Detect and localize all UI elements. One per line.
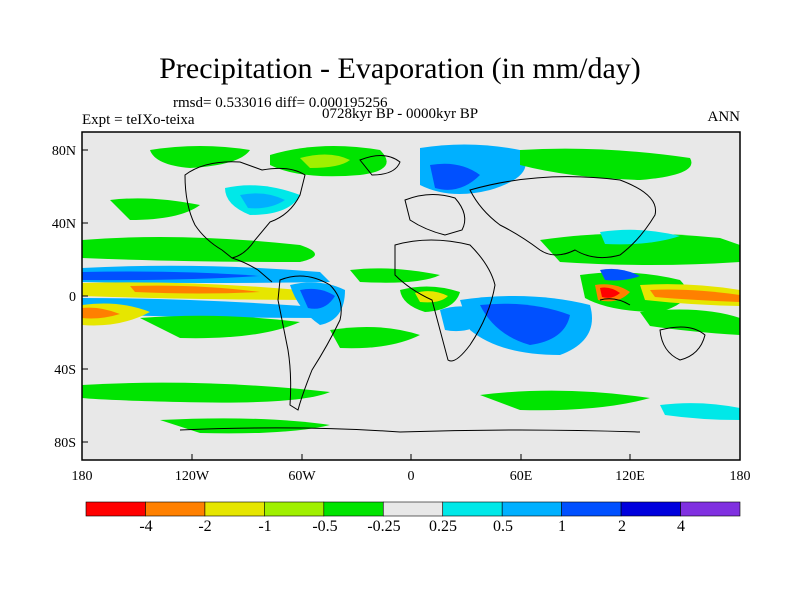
stats-line: rmsd= 0.533016 diff= 0.000195256 [173, 95, 388, 111]
field-darkblue-amazon [300, 288, 335, 309]
field-green-maritime [580, 272, 687, 312]
field-darkblue-maritime [600, 268, 640, 281]
field-cyan-so [660, 403, 740, 420]
field-darkblue-itcz [82, 271, 260, 281]
colorbar-swatch [620, 501, 681, 517]
y-tick-label: 80S [54, 436, 76, 451]
colorbar-swatch [323, 501, 384, 517]
field-green-spcz [140, 315, 300, 339]
colorbar-swatch [501, 501, 562, 517]
field-green-so-west [82, 382, 330, 403]
colorbar-label: 4 [677, 518, 685, 535]
colorbar-label: 2 [618, 518, 626, 535]
colorbar-swatch [264, 501, 325, 517]
map-title: Precipitation - Evaporation (in mm/day) [159, 52, 641, 85]
field-blue-nam [240, 193, 285, 209]
field-green-alaska [150, 146, 250, 168]
colorbar-swatch [204, 501, 265, 517]
x-tick-label: 60W [288, 469, 316, 484]
colorbar [85, 501, 741, 517]
field-orange-spac [82, 307, 120, 319]
colorbar-swatch [382, 501, 444, 517]
colorbar-label: -0.25 [367, 518, 401, 535]
colorbar-swatch [680, 501, 741, 517]
x-tick-label: 120W [175, 469, 210, 484]
x-tick-label: 180 [730, 469, 751, 484]
experiment-label: Expt = teIXo-teixa [82, 112, 195, 128]
x-tick-label: 0 [408, 469, 415, 484]
map-panel [82, 132, 740, 460]
field-green-siberia [520, 148, 692, 180]
field-lime-arctic [300, 154, 350, 168]
y-tick-label: 40S [54, 363, 76, 378]
field-green-npac [110, 198, 200, 220]
coastlines [179, 155, 706, 433]
colorbar-label: -0.5 [312, 518, 338, 535]
field-darkblue-indian [480, 303, 570, 345]
field-yellow-africa [415, 291, 448, 303]
x-tick-label: 60E [510, 469, 533, 484]
colorbar-swatch [85, 501, 146, 517]
colorbar-label: 0.5 [493, 518, 513, 535]
colorbar-label: -4 [139, 518, 153, 535]
season-label: ANN [707, 109, 741, 125]
field-red-maritime [600, 287, 620, 298]
field-orange-wpac [650, 289, 740, 302]
y-tick-label: 80N [52, 144, 76, 159]
x-tick-label: 180 [72, 469, 93, 484]
period-label: 0728kyr BP - 0000kyr BP [322, 106, 479, 122]
y-tick-label: 40N [52, 217, 76, 232]
colorbar-label: 0.25 [429, 518, 457, 535]
colorbar-swatch [145, 501, 206, 517]
y-tick-label: 0 [69, 290, 76, 305]
field-orange-eqpac [130, 285, 260, 294]
field-cyan-wpac [600, 229, 680, 245]
field-green-nsubtrop [82, 236, 315, 262]
field-darkblue-north-europe [430, 163, 480, 190]
field-green-satl [330, 326, 420, 349]
colorbar-swatch [442, 501, 503, 517]
colorbar-label: 1 [558, 518, 566, 535]
field-green-wpac [540, 233, 740, 265]
colorbar-swatch [561, 501, 622, 517]
field-green-so-east [480, 390, 650, 411]
axis-ticks [81, 149, 741, 460]
x-tick-label: 120E [615, 469, 645, 484]
field-green-swpac [640, 309, 740, 335]
colorbar-label: -2 [198, 518, 212, 535]
colorbar-label: -1 [258, 518, 272, 535]
